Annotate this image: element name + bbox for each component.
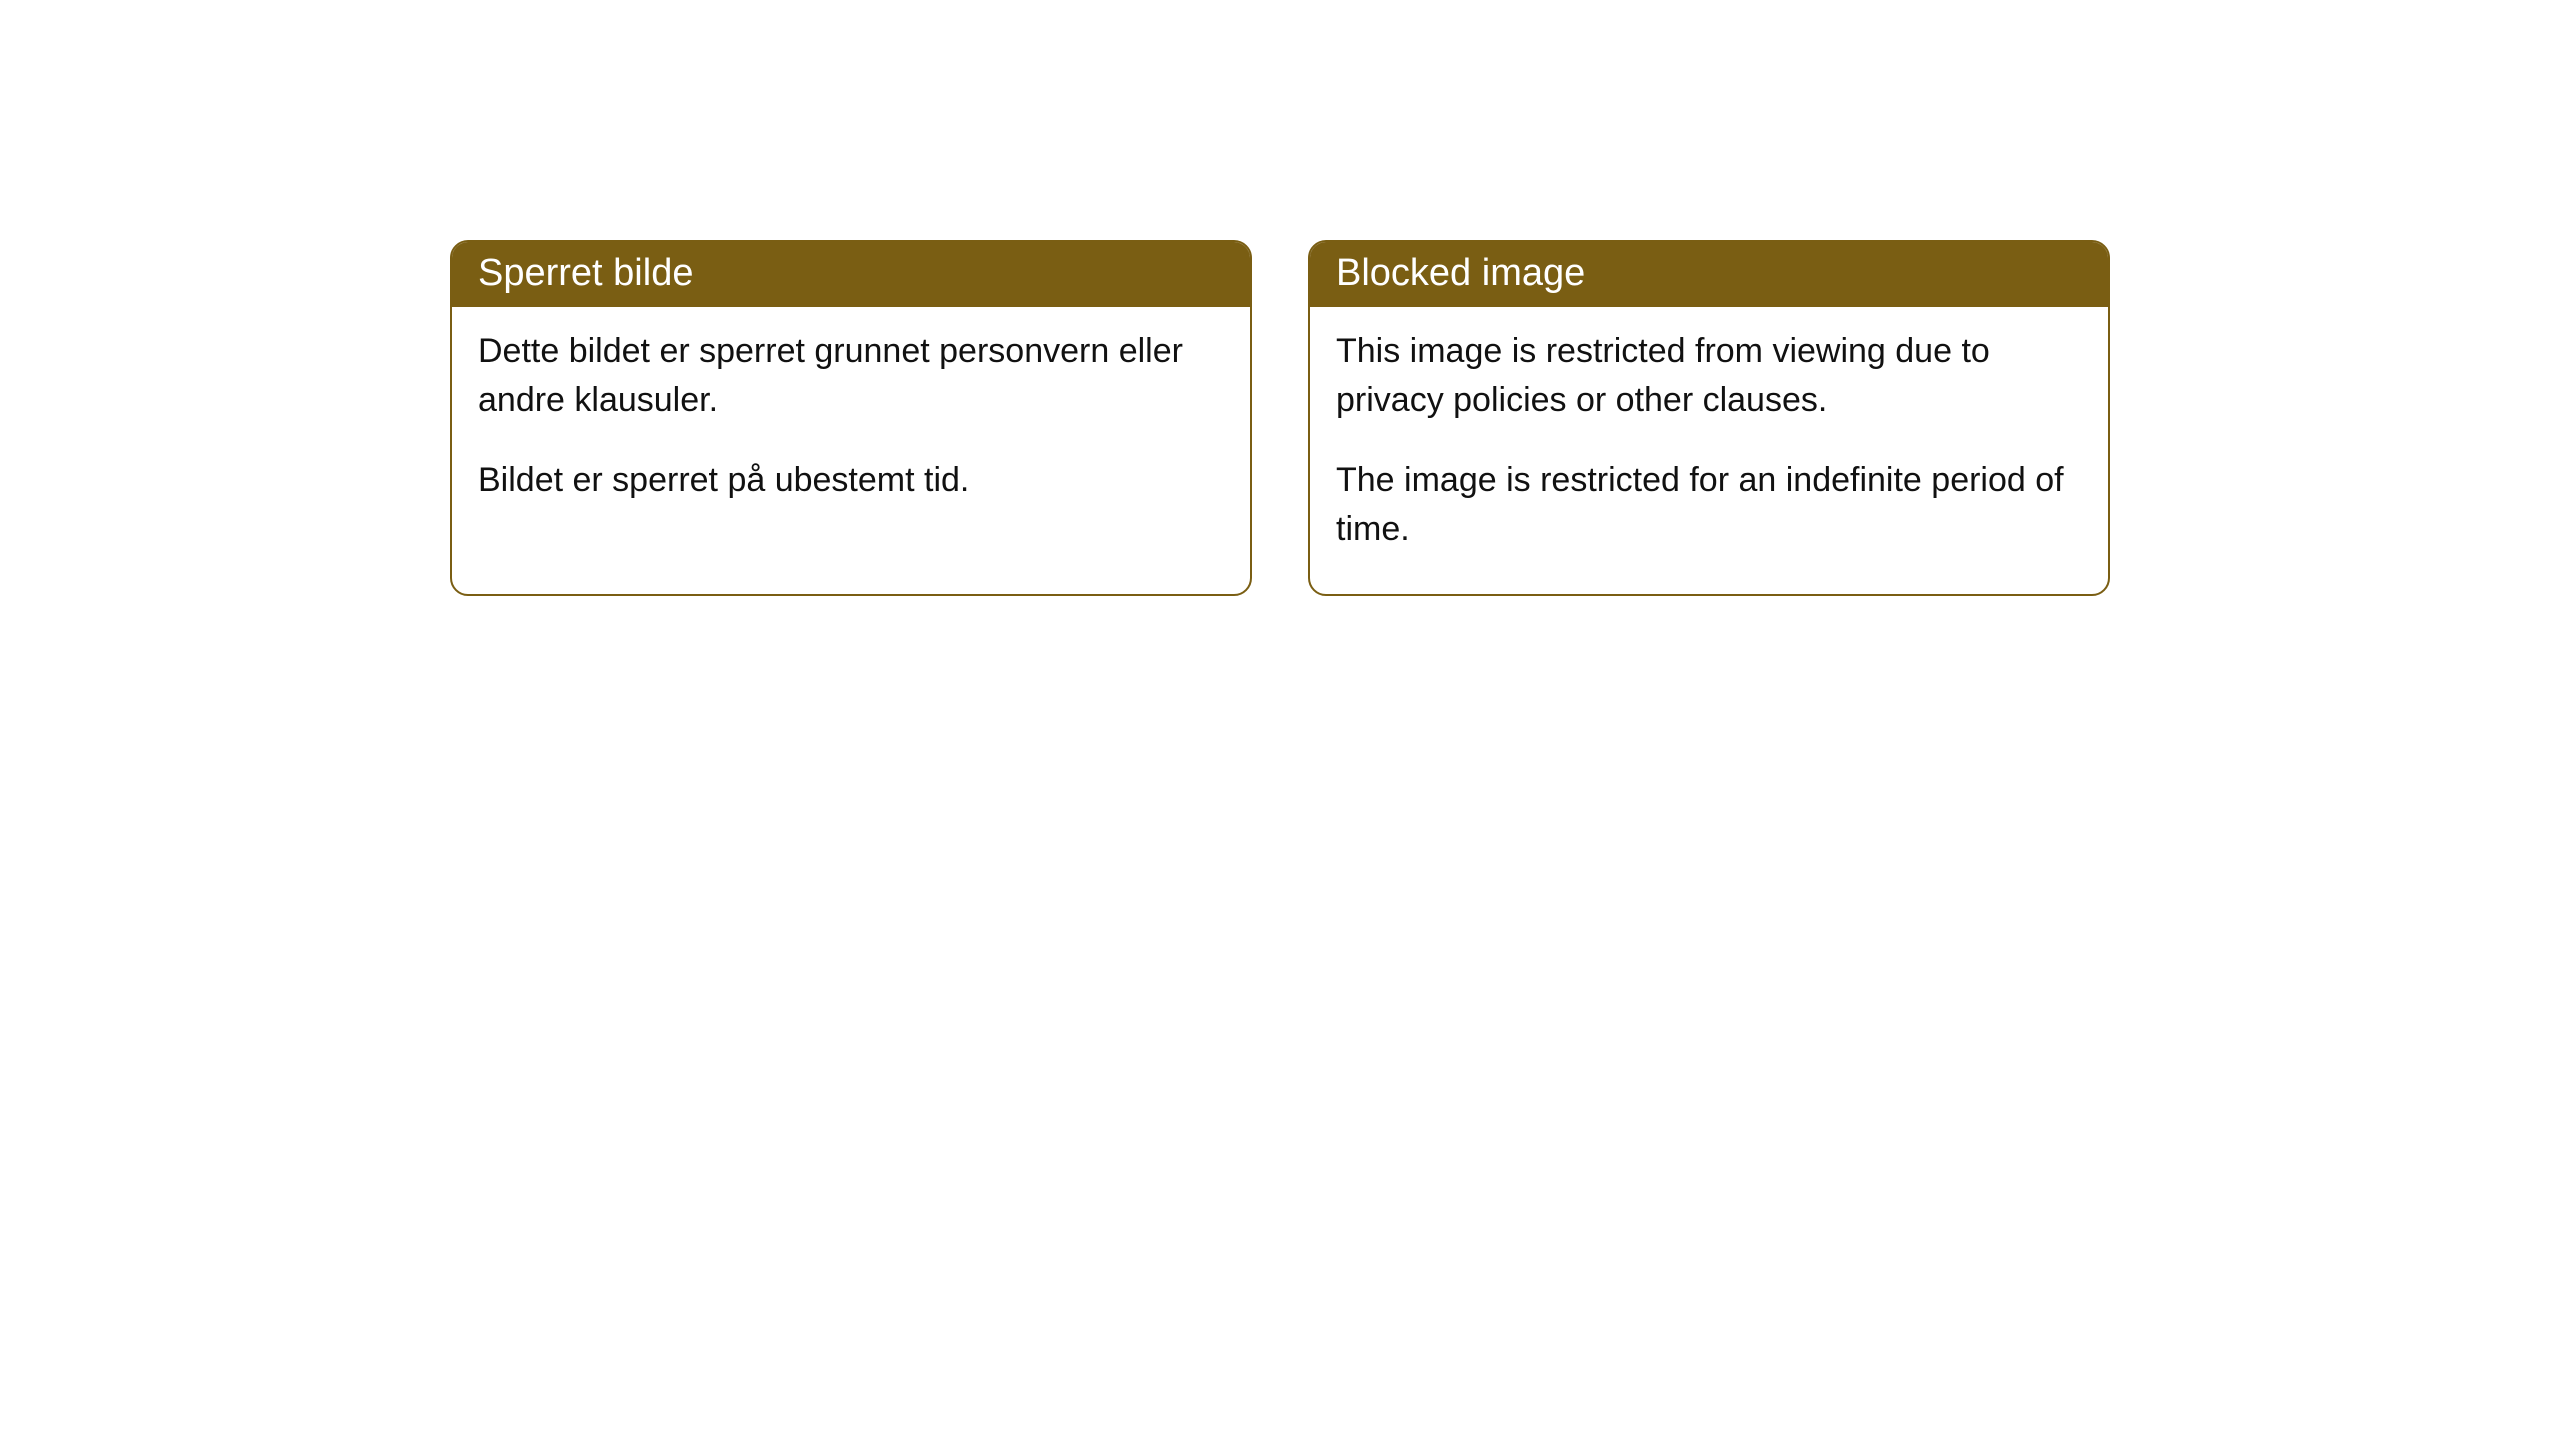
card-paragraph: Dette bildet er sperret grunnet personve… xyxy=(478,327,1224,426)
card-body-english: This image is restricted from viewing du… xyxy=(1310,307,2108,594)
card-header-norwegian: Sperret bilde xyxy=(452,242,1250,307)
card-paragraph: Bildet er sperret på ubestemt tid. xyxy=(478,456,1224,505)
card-english: Blocked image This image is restricted f… xyxy=(1308,240,2110,596)
card-body-norwegian: Dette bildet er sperret grunnet personve… xyxy=(452,307,1250,545)
card-title: Blocked image xyxy=(1336,252,1585,294)
card-paragraph: The image is restricted for an indefinit… xyxy=(1336,456,2082,555)
card-header-english: Blocked image xyxy=(1310,242,2108,307)
card-paragraph: This image is restricted from viewing du… xyxy=(1336,327,2082,426)
card-title: Sperret bilde xyxy=(478,252,693,294)
cards-container: Sperret bilde Dette bildet er sperret gr… xyxy=(0,0,2560,596)
card-norwegian: Sperret bilde Dette bildet er sperret gr… xyxy=(450,240,1252,596)
